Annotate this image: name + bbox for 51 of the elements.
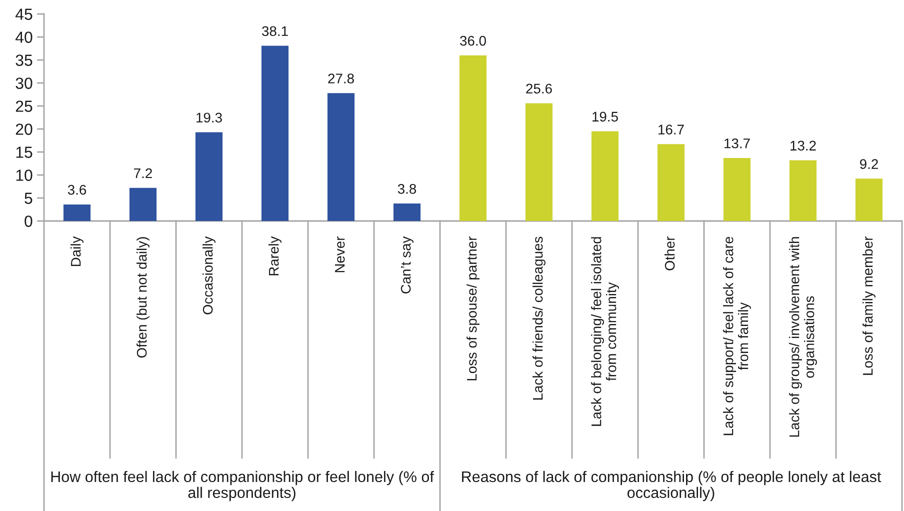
x-tick-label: Lack of friends/ colleagues	[532, 236, 546, 400]
data-label: 9.2	[860, 159, 878, 169]
y-tick-label: 0	[24, 216, 32, 227]
y-tick-label: 40	[15, 32, 32, 43]
data-label: 36.0	[460, 36, 486, 46]
text: How often feel lack of companionship or feel lonely (% of all respondents)	[51, 470, 434, 502]
x-tick-label: Daily	[70, 236, 84, 266]
data-label: 19.3	[196, 112, 222, 123]
y-tick-label: 15	[16, 146, 32, 158]
bar	[789, 160, 817, 221]
bar	[723, 158, 751, 221]
x-tick-label: Often (but not daily)	[136, 237, 150, 358]
bar	[195, 132, 223, 221]
y-tick-label: 35	[16, 54, 32, 66]
x-tick-label: Occasionally	[202, 236, 216, 314]
data-label: 13.2	[790, 140, 816, 151]
data-label: 13.7	[724, 138, 750, 148]
data-label: 16.7	[658, 124, 684, 134]
x-tick-label: Other	[664, 236, 675, 270]
y-tick-label: 5	[24, 192, 32, 204]
bar	[591, 131, 619, 221]
x-tick-label: Lack of support/ feel lack of care from family	[723, 236, 751, 436]
y-tick-label: 10	[16, 170, 32, 181]
data-label: 38.1	[262, 26, 288, 36]
data-label: 3.8	[398, 184, 416, 194]
bar	[855, 178, 883, 221]
x-tick-label: Rarely	[268, 236, 282, 276]
x-tick-label: Lack of belonging/ feel isolated from community	[591, 237, 619, 426]
y-tick-label: 45	[15, 8, 32, 20]
data-label: 7.2	[134, 168, 152, 178]
y-tick-label: 20	[16, 124, 32, 135]
bar	[63, 204, 91, 221]
bar	[525, 103, 553, 221]
bar	[459, 55, 487, 221]
data-label: 19.5	[592, 112, 618, 122]
y-tick-label: 30	[16, 78, 32, 89]
text: Reasons of lack of companionship (% of people lonely at least occasionally)	[462, 470, 882, 502]
x-tick-label: Can’t say	[400, 236, 414, 294]
x-tick-label: Loss of family member	[862, 236, 876, 375]
data-label: 25.6	[526, 84, 552, 94]
bar	[129, 188, 157, 221]
x-tick-label: Never	[335, 236, 345, 272]
bar	[657, 144, 685, 221]
data-label: 27.8	[328, 74, 354, 84]
bar	[327, 93, 355, 221]
bar	[261, 46, 289, 221]
x-tick-label: Loss of spouse/ partner	[466, 236, 480, 380]
data-label: 3.6	[68, 184, 86, 195]
y-tick-label: 25	[16, 100, 32, 112]
bar	[393, 204, 421, 221]
x-tick-label: Lack of groups/ involvement with organisations	[789, 237, 817, 437]
